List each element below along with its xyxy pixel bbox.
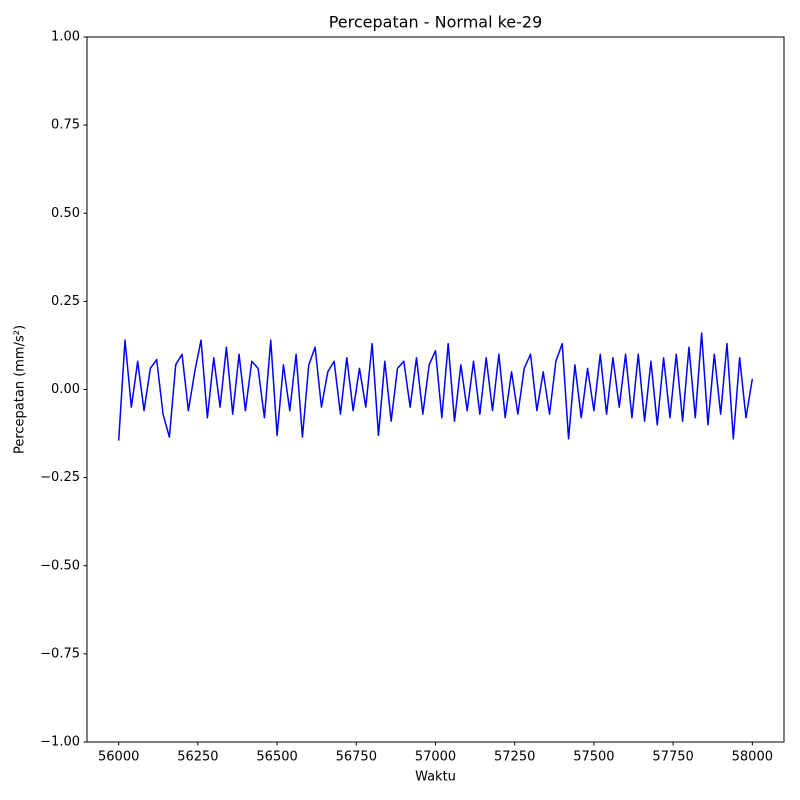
y-tick-label: −0.75 [40, 646, 80, 661]
chart-title: Percepatan - Normal ke-29 [329, 13, 543, 32]
x-tick-label: 56000 [98, 750, 139, 765]
y-tick-label: 0.25 [51, 294, 80, 309]
x-tick-label: 57250 [494, 750, 535, 765]
x-tick-label: 56750 [336, 750, 377, 765]
y-tick-label: 0.50 [51, 206, 80, 221]
x-tick-label: 57750 [652, 750, 693, 765]
y-tick-label: 0.75 [51, 118, 80, 133]
x-tick-label: 56250 [177, 750, 218, 765]
y-axis-label: Percepatan (mm/s²) [13, 325, 28, 454]
x-tick-label: 56500 [256, 750, 297, 765]
data-line [117, 332, 754, 441]
plot-area [117, 332, 754, 441]
x-tick-label: 58000 [732, 750, 773, 765]
y-tick-label: −0.25 [40, 470, 80, 485]
y-tick-label: −1.00 [40, 735, 80, 750]
x-tick-label: 57000 [415, 750, 456, 765]
x-tick-label: 57500 [573, 750, 614, 765]
x-axis-label: Waktu [415, 770, 456, 785]
y-tick-label: 1.00 [51, 30, 80, 45]
y-tick-label: −0.50 [40, 558, 80, 573]
y-tick-label: 0.00 [51, 382, 80, 397]
